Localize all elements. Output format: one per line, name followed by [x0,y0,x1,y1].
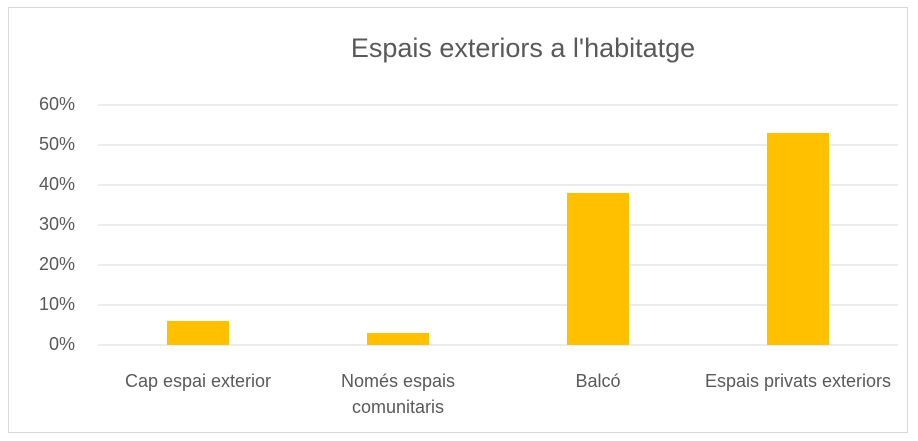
y-tick-label: 10% [39,294,75,314]
x-tick-label: Cap espai exterior [124,371,272,391]
y-tick-label: 20% [39,254,75,274]
x-tick-label: Només espais comunitaris [340,371,456,417]
bar [167,321,229,345]
bar [367,333,429,345]
y-tick-label: 0% [49,334,75,354]
y-tick-label: 60% [39,94,75,114]
y-tick-label: 40% [39,174,75,194]
x-tick-label: Espais privats exteriors [704,371,892,391]
chart-frame [8,7,908,433]
bar [767,133,829,345]
x-tick-label: Balcó [575,371,621,391]
y-tick-label: 50% [39,134,75,154]
chart-title: Espais exteriors a l'habitatge [351,33,695,63]
bar [567,193,629,345]
y-tick-label: 30% [39,214,75,234]
